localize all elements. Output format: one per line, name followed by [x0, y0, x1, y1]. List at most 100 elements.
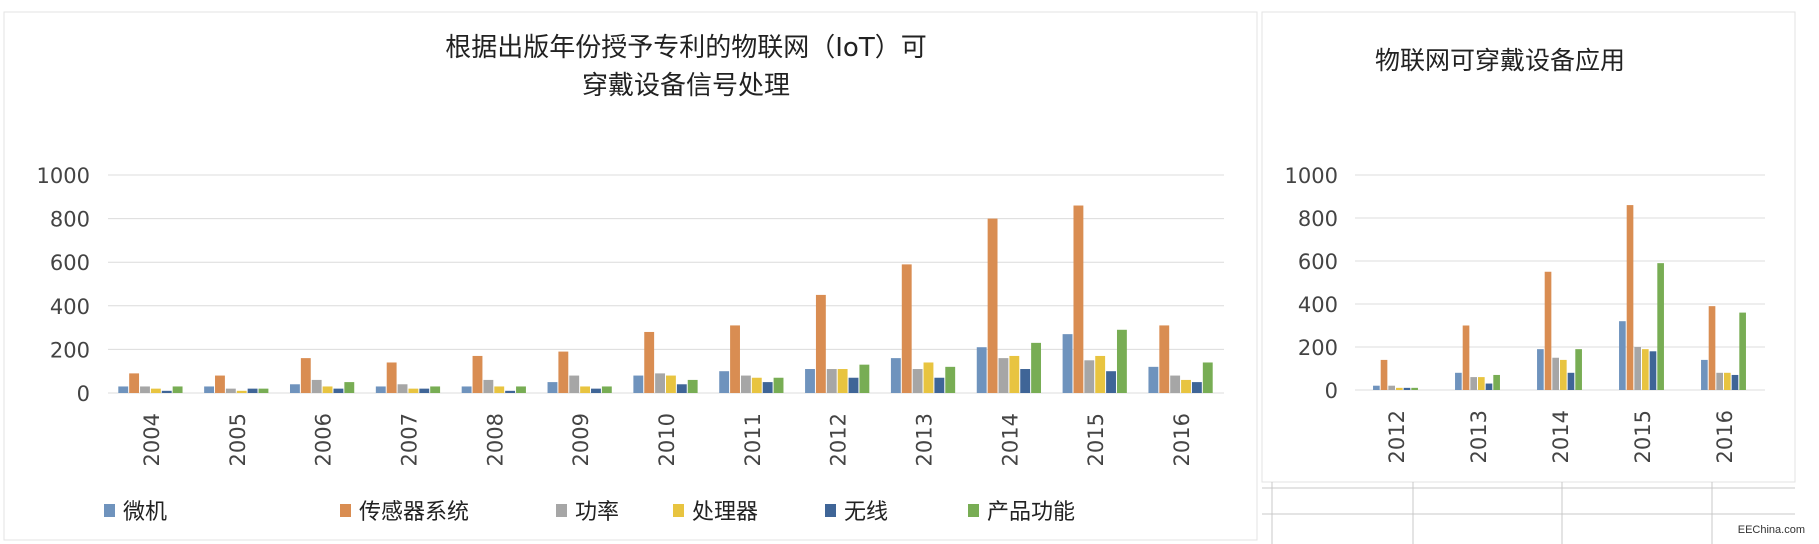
left-bar	[1009, 355, 1020, 393]
left-bar	[1031, 342, 1042, 393]
left-bar	[826, 369, 837, 393]
left-bar	[687, 379, 698, 393]
left-bar	[730, 325, 740, 393]
left-bar	[601, 386, 612, 393]
right-bar	[1403, 387, 1411, 390]
legend-swatch	[968, 504, 979, 517]
legend: 微机 传感器系统 功率 处理器 无线 产品功能	[104, 500, 1075, 525]
left-bar	[494, 386, 505, 393]
left-bar	[140, 386, 150, 393]
left-bar	[676, 384, 687, 393]
right-x-tick-label: 2015	[1631, 410, 1655, 463]
left-x-tick-label: 2011	[741, 413, 765, 466]
left-bar	[569, 375, 580, 393]
right-bar	[1560, 359, 1567, 390]
left-x-tick-label: 2004	[140, 413, 164, 466]
right-bar	[1537, 349, 1544, 390]
left-y-tick-label: 200	[50, 338, 90, 362]
left-bar	[762, 382, 773, 393]
left-y-tick-label: 1000	[37, 164, 90, 188]
left-bar	[1159, 325, 1170, 393]
right-bar	[1619, 321, 1626, 390]
left-bar	[225, 388, 236, 393]
right-bar	[1657, 263, 1664, 390]
left-bar	[1106, 371, 1116, 393]
left-bar	[1181, 379, 1191, 393]
left-bar	[1191, 382, 1202, 393]
left-bar	[300, 358, 311, 393]
left-x-tick-label: 2012	[827, 413, 851, 466]
right-y-tick-label: 0	[1325, 379, 1338, 403]
left-bar	[976, 347, 987, 393]
watermark: EEChina.com	[1737, 524, 1805, 536]
left-bar	[945, 366, 956, 393]
right-bar	[1411, 387, 1418, 390]
right-bar	[1649, 351, 1657, 390]
right-bar	[1380, 359, 1388, 390]
right-bar	[1462, 325, 1470, 390]
left-x-tick-label: 2007	[397, 413, 421, 466]
right-bar	[1739, 312, 1746, 390]
right-chart-panel	[1261, 11, 1796, 483]
left-chart: 根据出版年份授予专利的物联网（IoT）可 穿戴设备信号处理 0 200 400 600…	[37, 33, 1224, 466]
right-x-tick-label: 2013	[1467, 410, 1491, 463]
left-bar	[547, 382, 558, 393]
right-bar	[1396, 387, 1403, 390]
left-bar	[215, 375, 225, 393]
left-bar	[386, 362, 397, 393]
right-x-tick-label: 2014	[1549, 410, 1573, 463]
left-bar	[430, 386, 441, 393]
left-bar	[483, 379, 494, 393]
left-bar	[1084, 360, 1095, 393]
right-bar	[1470, 377, 1477, 390]
right-chart: 物联网可穿戴设备应用 0 200 400 600 800 1000 2012 2013 201…	[1285, 46, 1765, 463]
left-x-tick-label: 2014	[998, 413, 1022, 466]
left-bar	[580, 386, 591, 393]
left-bar	[1170, 375, 1181, 393]
left-bar	[129, 373, 140, 393]
left-bar	[247, 388, 258, 393]
left-bar	[150, 388, 161, 393]
right-y-tick-label: 800	[1298, 207, 1338, 231]
right-y-tick-label: 1000	[1285, 164, 1338, 188]
right-bar	[1716, 372, 1723, 390]
right-bar	[1552, 357, 1559, 390]
legend-label: 无线	[844, 500, 888, 525]
left-bar	[1148, 366, 1159, 393]
right-chart-title: 物联网可穿戴设备应用	[1375, 46, 1625, 75]
legend-label: 微机	[123, 500, 167, 525]
legend-label: 产品功能	[987, 500, 1075, 525]
right-bar	[1493, 374, 1500, 390]
right-bar	[1373, 385, 1380, 390]
right-y-tick-label: 400	[1298, 293, 1338, 317]
right-x-tick-label: 2012	[1385, 410, 1409, 463]
left-bar	[419, 388, 430, 393]
left-bar	[375, 386, 386, 393]
left-bar	[751, 377, 762, 393]
left-bar	[859, 364, 870, 393]
left-bar	[311, 379, 322, 393]
left-bar	[408, 388, 419, 393]
left-bar	[1116, 329, 1127, 393]
left-bar	[289, 384, 300, 393]
legend-swatch	[673, 504, 684, 517]
left-chart-title-line-1: 根据出版年份授予专利的物联网（IoT）可	[445, 33, 926, 63]
left-bar	[666, 375, 676, 393]
left-bar	[1020, 369, 1031, 393]
left-x-tick-label: 2008	[483, 413, 507, 466]
left-bar	[998, 358, 1009, 393]
legend-label: 功率	[575, 500, 619, 525]
right-bar	[1575, 349, 1582, 390]
left-bar	[848, 377, 859, 393]
legend-swatch	[104, 504, 115, 517]
left-bar	[397, 384, 408, 393]
legend-label: 处理器	[692, 500, 758, 525]
left-bar	[633, 375, 644, 393]
right-x-tick-label: 2016	[1713, 410, 1737, 463]
right-bar	[1731, 374, 1739, 390]
left-x-tick-label: 2006	[312, 413, 336, 466]
left-bar	[740, 375, 751, 393]
left-bar	[923, 362, 934, 393]
left-x-tick-label: 2013	[913, 413, 937, 466]
left-bar	[815, 294, 826, 393]
